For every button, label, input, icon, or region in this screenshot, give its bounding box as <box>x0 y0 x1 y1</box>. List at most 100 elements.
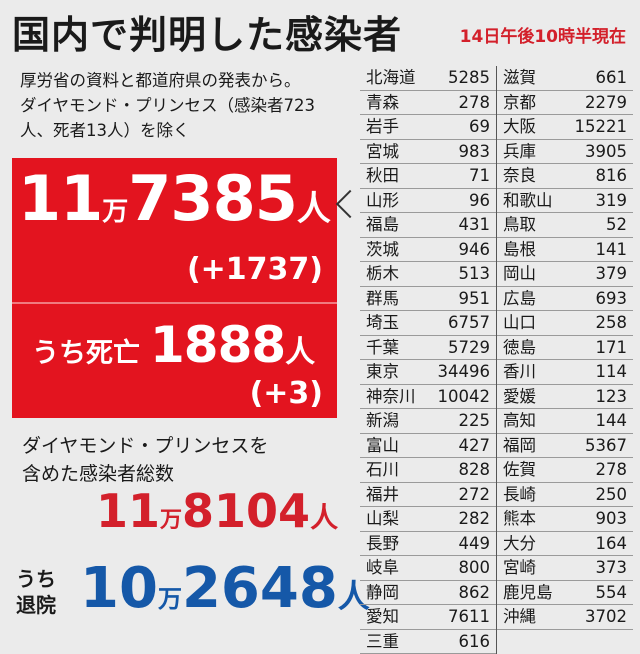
prefecture-count: 15221 <box>575 115 628 139</box>
prefecture-name: 香川 <box>503 360 536 384</box>
prefecture-row: 大分 164 <box>497 532 633 557</box>
prefecture-row: 高知 144 <box>497 409 633 434</box>
prefecture-count: 7611 <box>448 605 490 629</box>
infected-man-unit: 万 <box>102 197 128 227</box>
prefecture-name: 宮崎 <box>503 556 536 580</box>
prefecture-name: 愛知 <box>366 605 399 629</box>
prefecture-count: 449 <box>459 532 491 556</box>
recovered-value: 10万2648人 <box>80 556 370 621</box>
prefecture-name: 沖縄 <box>503 605 536 629</box>
prefecture-name: 茨城 <box>366 238 399 262</box>
prefecture-name: 山口 <box>503 311 536 335</box>
infected-man: 11 <box>18 162 102 235</box>
prefecture-name: 群馬 <box>366 287 399 311</box>
prefecture-name: 徳島 <box>503 336 536 360</box>
prefecture-count: 379 <box>596 262 628 286</box>
prefecture-count: 2279 <box>585 91 627 115</box>
prefecture-name: 佐賀 <box>503 458 536 482</box>
dp-total-label-line: ダイヤモンド・プリンセスを <box>22 432 268 460</box>
prefecture-count: 693 <box>596 287 628 311</box>
recovered-man-unit: 万 <box>158 585 182 613</box>
prefecture-name: 千葉 <box>366 336 399 360</box>
prefecture-count: 282 <box>459 507 491 531</box>
prefecture-name: 富山 <box>366 434 399 458</box>
infected-rest: 7385 <box>128 162 297 235</box>
prefecture-count: 69 <box>469 115 490 139</box>
prefecture-count: 114 <box>596 360 628 384</box>
prefecture-name: 島根 <box>503 238 536 262</box>
recovered-label-line: 退院 <box>16 592 56 618</box>
prefecture-count: 983 <box>459 140 491 164</box>
prefecture-name: 神奈川 <box>366 385 416 409</box>
prefecture-count: 3905 <box>585 140 627 164</box>
prefecture-count: 5729 <box>448 336 490 360</box>
source-note-line: 人、死者13人）を除く <box>20 118 350 143</box>
prefecture-count: 554 <box>596 581 628 605</box>
prefecture-count: 319 <box>596 189 628 213</box>
prefecture-name: 三重 <box>366 630 399 654</box>
prefecture-count: 52 <box>606 213 627 237</box>
prefecture-row: 香川 114 <box>497 360 633 385</box>
prefecture-name: 広島 <box>503 287 536 311</box>
prefecture-name: 岩手 <box>366 115 399 139</box>
prefecture-name: 高知 <box>503 409 536 433</box>
prefecture-count: 250 <box>596 483 628 507</box>
prefecture-name: 福岡 <box>503 434 536 458</box>
dp-total-label: ダイヤモンド・プリンセスを 含めた感染者総数 <box>22 432 268 488</box>
recovered-label: うち 退院 <box>16 566 56 618</box>
prefecture-count: 225 <box>459 409 491 433</box>
deaths-delta: (+3) <box>250 376 323 411</box>
prefecture-row: 広島 693 <box>497 287 633 312</box>
prefecture-count: 431 <box>459 213 491 237</box>
prefecture-name: 京都 <box>503 91 536 115</box>
infected-total: 11万7385人 <box>18 162 331 235</box>
dp-total-value: 11万8104人 <box>96 484 338 538</box>
prefecture-row: 三重 616 <box>360 630 496 654</box>
recovered-man: 10 <box>80 556 158 621</box>
prefecture-row: 千葉 5729 <box>360 336 496 361</box>
prefecture-count: 946 <box>459 238 491 262</box>
prefecture-count: 164 <box>596 532 628 556</box>
prefecture-row: 茨城 946 <box>360 238 496 263</box>
prefecture-row: 岩手 69 <box>360 115 496 140</box>
deaths-label: うち死亡 <box>32 338 140 369</box>
prefecture-count: 278 <box>596 458 628 482</box>
source-note: 厚労省の資料と都道府県の発表から。 ダイヤモンド・プリンセス（感染者723 人、… <box>20 68 350 143</box>
prefecture-count: 34496 <box>438 360 491 384</box>
prefecture-count: 427 <box>459 434 491 458</box>
prefecture-count: 661 <box>596 66 628 90</box>
prefecture-name: 滋賀 <box>503 66 536 90</box>
prefecture-row: 和歌山 319 <box>497 189 633 214</box>
prefecture-count: 96 <box>469 189 490 213</box>
prefecture-count: 816 <box>596 164 628 188</box>
prefecture-count: 616 <box>459 630 491 654</box>
prefecture-name: 和歌山 <box>503 189 553 213</box>
prefecture-count: 144 <box>596 409 628 433</box>
prefecture-count: 71 <box>469 164 490 188</box>
dp-total-unit: 人 <box>310 501 338 534</box>
prefecture-name: 大分 <box>503 532 536 556</box>
deaths-unit: 人 <box>285 335 315 370</box>
prefecture-count: 123 <box>596 385 628 409</box>
